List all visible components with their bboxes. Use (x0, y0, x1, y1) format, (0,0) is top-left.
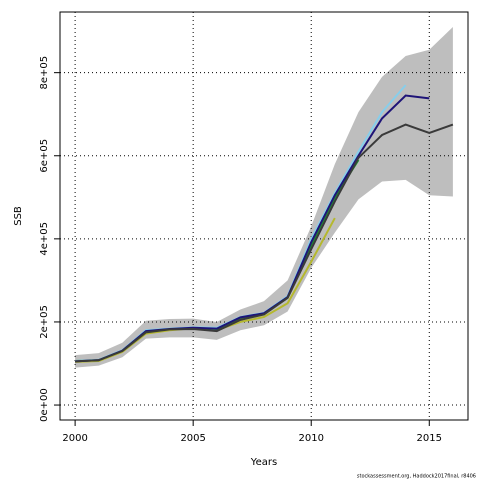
x-tick-label: 2015 (417, 433, 442, 444)
x-tick-label: 2010 (298, 433, 323, 444)
x-tick-label: 2000 (62, 433, 87, 444)
x-tick-label: 2005 (180, 433, 205, 444)
plot-frame (59, 11, 469, 421)
y-axis-label: SSB (13, 206, 24, 226)
series-line (75, 123, 454, 363)
confidence-band (75, 26, 453, 368)
footnote: stockassessment.org, Haddock2017final, r… (357, 474, 476, 480)
y-tick-label: 6e+05 (39, 139, 50, 173)
y-tick-label: 8e+05 (39, 56, 50, 90)
y-tick-label: 2e+05 (39, 305, 50, 339)
series-line (75, 217, 336, 363)
y-tick-label: 0e+00 (39, 388, 50, 422)
x-axis-label: Years (250, 457, 277, 468)
y-tick-label: 4e+05 (39, 222, 50, 256)
